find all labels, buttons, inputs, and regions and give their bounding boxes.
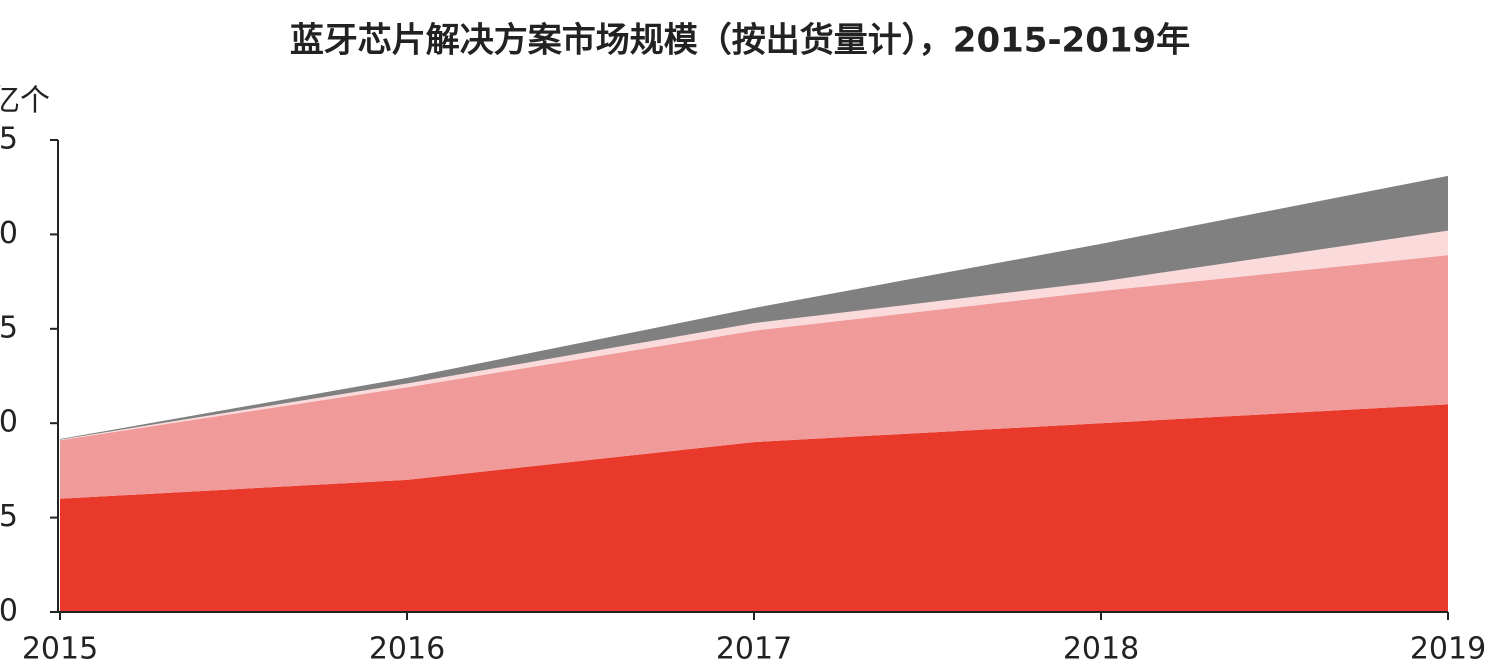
chart-title: 蓝牙芯片解决方案市场规模（按出货量计），2015-2019年 [290,21,1190,61]
y-tick-label: 25 [0,122,18,157]
y-tick-label: 15 [0,310,18,345]
area [60,404,1448,612]
x-tick-label: 2017 [716,632,792,666]
y-tick-label: 10 [0,405,18,440]
x-tick-label: 2016 [369,632,445,666]
y-tick-label: 0 [0,594,18,629]
y-axis-label: 亿个 [0,84,50,119]
x-tick-label: 2015 [22,632,98,666]
x-tick-label: 2019 [1410,632,1486,666]
y-tick-label: 5 [0,499,18,534]
x-tick-label: 2018 [1063,632,1139,666]
y-tick-label: 20 [0,216,18,251]
area [60,255,1448,499]
area [60,230,1448,441]
